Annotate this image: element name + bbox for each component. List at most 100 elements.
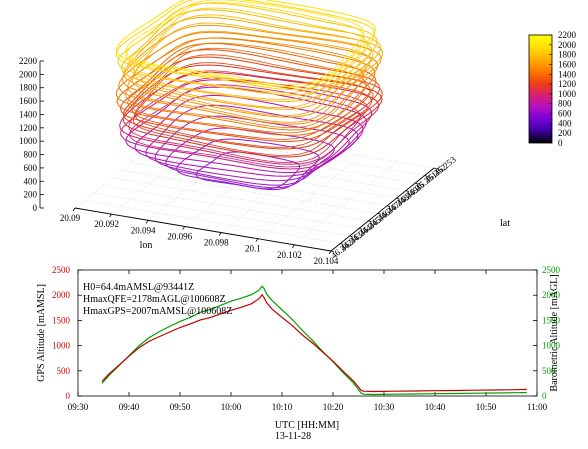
lat-tick xyxy=(377,212,381,215)
floor-grid-line xyxy=(221,149,325,233)
gps-altitude-tick-label: 1500 xyxy=(52,315,71,325)
z-tick-label: 800 xyxy=(24,150,38,160)
contour-ring xyxy=(131,30,372,117)
lat-tick xyxy=(340,243,344,245)
utc-tick-label: 11:00 xyxy=(527,402,548,412)
z-tick-label: 1000 xyxy=(19,136,38,146)
lat-tick xyxy=(387,205,391,208)
floor-grid-line xyxy=(168,132,425,176)
contour-ring xyxy=(134,22,374,109)
lat-tick xyxy=(415,182,419,185)
baro-altitude-tick-label: 2000 xyxy=(542,290,561,300)
lat-tick xyxy=(358,227,363,230)
contour-ring xyxy=(165,127,335,189)
gps-altitude-tick-label: 0 xyxy=(66,391,71,401)
lat-tick xyxy=(396,197,400,200)
lon-tick xyxy=(182,226,186,230)
z-tick-label: 2200 xyxy=(19,56,38,66)
utc-tick-label: 09:50 xyxy=(170,402,191,412)
contour-ring xyxy=(121,24,382,118)
lon-axis-label: lon xyxy=(140,240,153,251)
lon-tick-label: 20.094 xyxy=(131,225,156,235)
baro-altitude-axis-label: Barometric Altitude [mAGL] xyxy=(549,274,560,391)
plot-frame xyxy=(77,269,538,397)
colorbar-ticks: 0200400600800100012001400160018002000220… xyxy=(549,30,577,148)
baro-altitude-tick-label: 0 xyxy=(542,391,547,401)
colorbar: 0200400600800100012001400160018002000220… xyxy=(528,30,577,148)
lon-tick-label: 20.1 xyxy=(245,244,261,254)
colorbar-tick-label: 1800 xyxy=(558,50,577,60)
utc-tick-label: 09:40 xyxy=(119,402,140,412)
floor-grid-line xyxy=(84,200,341,244)
contour-ring xyxy=(117,2,378,96)
contour-layers xyxy=(115,0,384,191)
colorbar-tick-label: 600 xyxy=(558,109,572,119)
lon-tick-label: 20.09 xyxy=(60,213,81,223)
lat-axis-line xyxy=(330,167,435,252)
utc-tick-label: 10:10 xyxy=(272,402,293,412)
lon-tick-label: 20.102 xyxy=(277,250,302,260)
annotations: H0=64.4mAMSL@93441Z HmaxQFE=2178mAGL@100… xyxy=(83,282,232,317)
contour-ring xyxy=(125,86,367,174)
colorbar-gradient xyxy=(528,34,553,144)
floor-grid-line xyxy=(74,124,179,209)
z-tick-label: 1800 xyxy=(19,83,38,93)
contour-ring xyxy=(115,0,376,91)
altitude-time-plot: 09:30 09:40 09:50 10:00 10:10 10:20 10:30 10:40… xyxy=(36,265,561,442)
lat-tick xyxy=(433,167,438,170)
lon-tick xyxy=(328,250,332,255)
baro-altitude-tick-label: 2500 xyxy=(542,265,561,275)
colorbar-tick-label: 1000 xyxy=(558,89,577,99)
lat-tick xyxy=(368,220,372,223)
altitude-series xyxy=(101,285,527,396)
lat-tick xyxy=(405,190,410,193)
lon-tick xyxy=(292,244,295,249)
utc-tick-label: 10:00 xyxy=(221,402,242,412)
utc-tick-label: 10:30 xyxy=(374,402,395,412)
gps-altitude-axis-ticks: 0 500 1000 1500 2000 2500 xyxy=(52,265,82,401)
floor-grid-line xyxy=(257,155,362,239)
colorbar-tick-label: 400 xyxy=(558,118,572,128)
floor-grid-line xyxy=(294,161,398,246)
z-tick-label: 1200 xyxy=(19,123,38,133)
lon-tick xyxy=(218,232,222,236)
lat-tick-label: 46.253 xyxy=(432,154,458,177)
utc-axis-ticks: 09:30 09:40 09:50 10:00 10:10 10:20 10:30 10:40… xyxy=(68,270,548,412)
contour-ring xyxy=(132,70,373,156)
colorbar-tick-label: 0 xyxy=(558,138,563,148)
contour-ring xyxy=(116,0,376,88)
z-axis-ticks: 0 200 400 600 800 1000 1200 1400 1600 1800 2000 220… xyxy=(19,56,44,213)
annotation-hmax-qfe: HmaxQFE=2178mAGL@100608Z xyxy=(83,294,226,305)
contour-ring xyxy=(127,37,367,123)
z-tick-label: 1400 xyxy=(19,109,38,119)
contour-ring xyxy=(120,79,373,170)
gps-altitude-tick-label: 2000 xyxy=(52,290,71,300)
z-tick-label: 1600 xyxy=(19,96,38,106)
contour-3d-plot: 0 200 400 600 800 1000 1200 1400 1600 1800 2000 220… xyxy=(19,0,510,266)
lat-tick xyxy=(424,175,428,177)
utc-tick-label: 09:30 xyxy=(68,402,89,412)
lon-tick-label: 20.092 xyxy=(94,219,119,229)
colorbar-tick-label: 1200 xyxy=(558,79,577,89)
gps-altitude-tick-label: 2500 xyxy=(52,265,71,275)
floor-grid-line xyxy=(121,170,378,214)
contour-ring xyxy=(128,77,368,164)
colorbar-tick-label: 1400 xyxy=(558,69,577,79)
baro-altitude-line xyxy=(101,285,527,396)
lon-axis-ticks: 20.09 20.092 20.094 20.096 20.098 20.1 20.102 2… xyxy=(60,207,339,266)
contour-ring xyxy=(132,14,373,100)
z-tick-label: 200 xyxy=(24,190,38,200)
floor-grid-line xyxy=(112,177,369,222)
contour-ring xyxy=(128,7,368,94)
gps-altitude-tick-label: 1000 xyxy=(52,341,71,351)
lon-axis-line xyxy=(74,207,332,252)
gps-altitude-line xyxy=(101,293,527,393)
colorbar-tick-label: 200 xyxy=(558,128,572,138)
utc-tick-label: 10:40 xyxy=(425,402,446,412)
z-tick-label: 400 xyxy=(24,176,38,186)
floor-grid-line xyxy=(103,185,360,229)
lon-tick-label: 20.098 xyxy=(204,238,229,248)
utc-tick-label: 10:20 xyxy=(323,402,344,412)
baro-altitude-tick-label: 1000 xyxy=(542,341,561,351)
colorbar-tick-label: 800 xyxy=(558,99,572,109)
